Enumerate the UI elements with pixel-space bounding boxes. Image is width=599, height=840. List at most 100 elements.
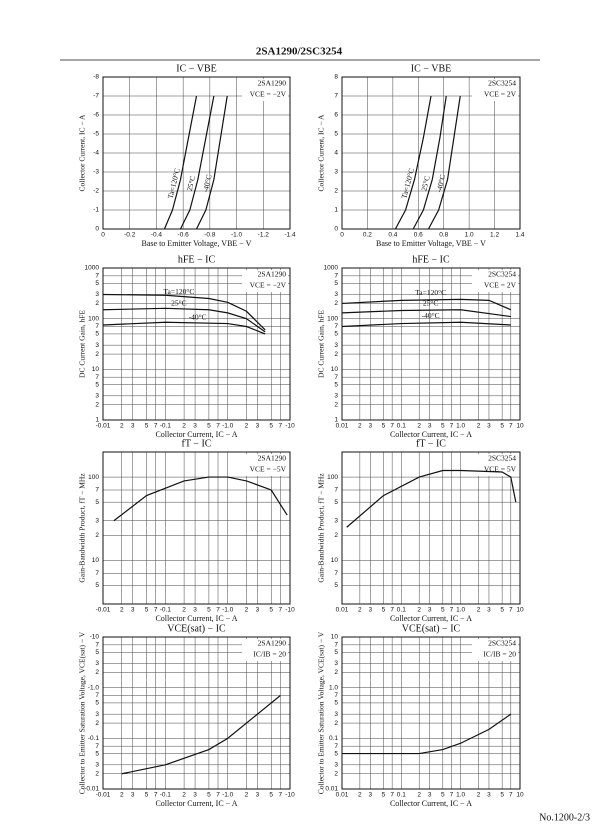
x-tick-label: 3 bbox=[487, 607, 491, 614]
x-axis-label: Collector Current, IC − A bbox=[155, 430, 237, 439]
y-tick-label: 5 bbox=[95, 750, 99, 757]
x-tick-label: 1.0 bbox=[456, 792, 465, 799]
y-tick-label: 2 bbox=[334, 351, 338, 358]
y-tick-label: 3 bbox=[334, 342, 338, 349]
x-tick-label: -10 bbox=[285, 792, 295, 799]
x-tick-label: 5 bbox=[441, 423, 445, 430]
y-tick-label: 5 bbox=[334, 131, 338, 138]
y-tick-label: 2 bbox=[334, 188, 338, 195]
y-tick-label: 5 bbox=[95, 280, 99, 287]
x-tick-label: 0.8 bbox=[439, 232, 448, 239]
y-tick-label: 2 bbox=[334, 770, 338, 777]
x-tick-label: 7 bbox=[390, 423, 394, 430]
y-tick-label: 7 bbox=[95, 487, 99, 494]
x-tick-label: 2 bbox=[477, 423, 481, 430]
x-tick-label: 7 bbox=[216, 607, 220, 614]
x-tick-label: 2 bbox=[477, 792, 481, 799]
x-tick-label: 2 bbox=[477, 607, 481, 614]
x-tick-label: 0.2 bbox=[363, 232, 372, 239]
x-tick-label: 7 bbox=[390, 607, 394, 614]
y-tick-label: 5 bbox=[334, 331, 338, 338]
x-tick-label: -0.01 bbox=[96, 607, 111, 614]
x-tick-label: 5 bbox=[145, 607, 149, 614]
x-tick-label: 7 bbox=[509, 792, 513, 799]
series-label: 25°C bbox=[171, 298, 187, 307]
device-box bbox=[242, 79, 288, 101]
x-tick-label: 7 bbox=[450, 607, 454, 614]
x-tick-label: -0.6 bbox=[178, 232, 190, 239]
x-tick-label: 5 bbox=[269, 607, 273, 614]
y-tick-label: 7 bbox=[334, 642, 338, 649]
y-tick-label: 10 bbox=[331, 634, 339, 641]
y-tick-label: 100 bbox=[327, 474, 338, 481]
y-tick-label: 7 bbox=[334, 374, 338, 381]
y-tick-label: 7 bbox=[334, 487, 338, 494]
x-tick-label: -0.1 bbox=[160, 607, 172, 614]
curve bbox=[163, 95, 198, 230]
y-axis-label: Collector to Emitter Saturation Voltage,… bbox=[78, 631, 87, 794]
y-tick-label: 7 bbox=[95, 323, 99, 330]
x-tick-label: -0.1 bbox=[160, 792, 172, 799]
device-name: 2SA1290 bbox=[258, 270, 287, 279]
x-tick-label: 7 bbox=[279, 607, 283, 614]
curve bbox=[394, 95, 432, 230]
y-tick-label: 5 bbox=[95, 700, 99, 707]
x-tick-label: 5 bbox=[500, 792, 504, 799]
y-tick-label: -2 bbox=[93, 188, 99, 195]
plot-frame bbox=[102, 636, 291, 790]
x-tick-label: 2 bbox=[120, 607, 124, 614]
series-label: 25°C bbox=[423, 298, 439, 307]
y-tick-label: 0 bbox=[95, 226, 99, 233]
y-tick-label: 2 bbox=[334, 669, 338, 676]
x-tick-label: 5 bbox=[207, 792, 211, 799]
x-tick-label: 3 bbox=[131, 423, 135, 430]
x-tick-label: -0.8 bbox=[204, 232, 216, 239]
x-tick-label: 7 bbox=[390, 792, 394, 799]
x-axis-label: Collector Current, IC − A bbox=[155, 614, 237, 623]
y-tick-label: 1000 bbox=[85, 265, 100, 272]
curve bbox=[113, 476, 288, 522]
x-tick-label: 0.4 bbox=[388, 232, 397, 239]
device-condition: VCE = 5V bbox=[484, 465, 517, 474]
x-tick-label: -1.2 bbox=[258, 232, 270, 239]
y-tick-label: 3 bbox=[334, 291, 338, 298]
x-tick-label: 5 bbox=[441, 607, 445, 614]
x-tick-label: 10 bbox=[516, 423, 524, 430]
plot-frame bbox=[341, 636, 521, 790]
x-tick-label: 3 bbox=[193, 792, 197, 799]
chart-title: VCE(sat) − IC bbox=[167, 623, 226, 634]
curve bbox=[102, 307, 266, 333]
x-tick-label: 1.0 bbox=[456, 607, 465, 614]
device-box bbox=[472, 454, 518, 476]
curve bbox=[341, 321, 511, 328]
chart-title: fT − IC bbox=[182, 438, 212, 449]
x-axis-label: Collector Current, IC − A bbox=[390, 799, 472, 808]
device-condition: VCE = −2V bbox=[250, 90, 287, 99]
y-tick-label: 1000 bbox=[324, 265, 339, 272]
y-tick-label: -10 bbox=[90, 634, 100, 641]
y-tick-label: 7 bbox=[334, 692, 338, 699]
x-tick-label: 2 bbox=[182, 607, 186, 614]
x-tick-label: 0.1 bbox=[397, 607, 406, 614]
y-tick-label: 3 bbox=[334, 517, 338, 524]
x-tick-label: 5 bbox=[382, 423, 386, 430]
y-tick-label: 10 bbox=[92, 366, 100, 373]
y-tick-label: 1 bbox=[95, 417, 99, 424]
y-tick-label: 1 bbox=[334, 207, 338, 214]
device-condition: VCE = 2V bbox=[484, 90, 517, 99]
x-tick-label: 3 bbox=[428, 607, 432, 614]
curve bbox=[341, 298, 512, 311]
curve bbox=[195, 95, 228, 230]
x-tick-label: 2 bbox=[417, 792, 421, 799]
x-tick-label: 5 bbox=[207, 607, 211, 614]
x-tick-label: -0.1 bbox=[160, 423, 172, 430]
x-tick-label: 5 bbox=[500, 607, 504, 614]
y-tick-label: 3 bbox=[334, 762, 338, 769]
y-tick-label: 0 bbox=[334, 226, 338, 233]
x-tick-label: 7 bbox=[509, 423, 513, 430]
y-tick-label: -5 bbox=[93, 131, 99, 138]
y-tick-label: -7 bbox=[93, 93, 99, 100]
x-tick-label: 7 bbox=[450, 792, 454, 799]
plot-frame bbox=[102, 451, 291, 605]
y-axis-label: Collector Current, IC − A bbox=[317, 114, 326, 192]
